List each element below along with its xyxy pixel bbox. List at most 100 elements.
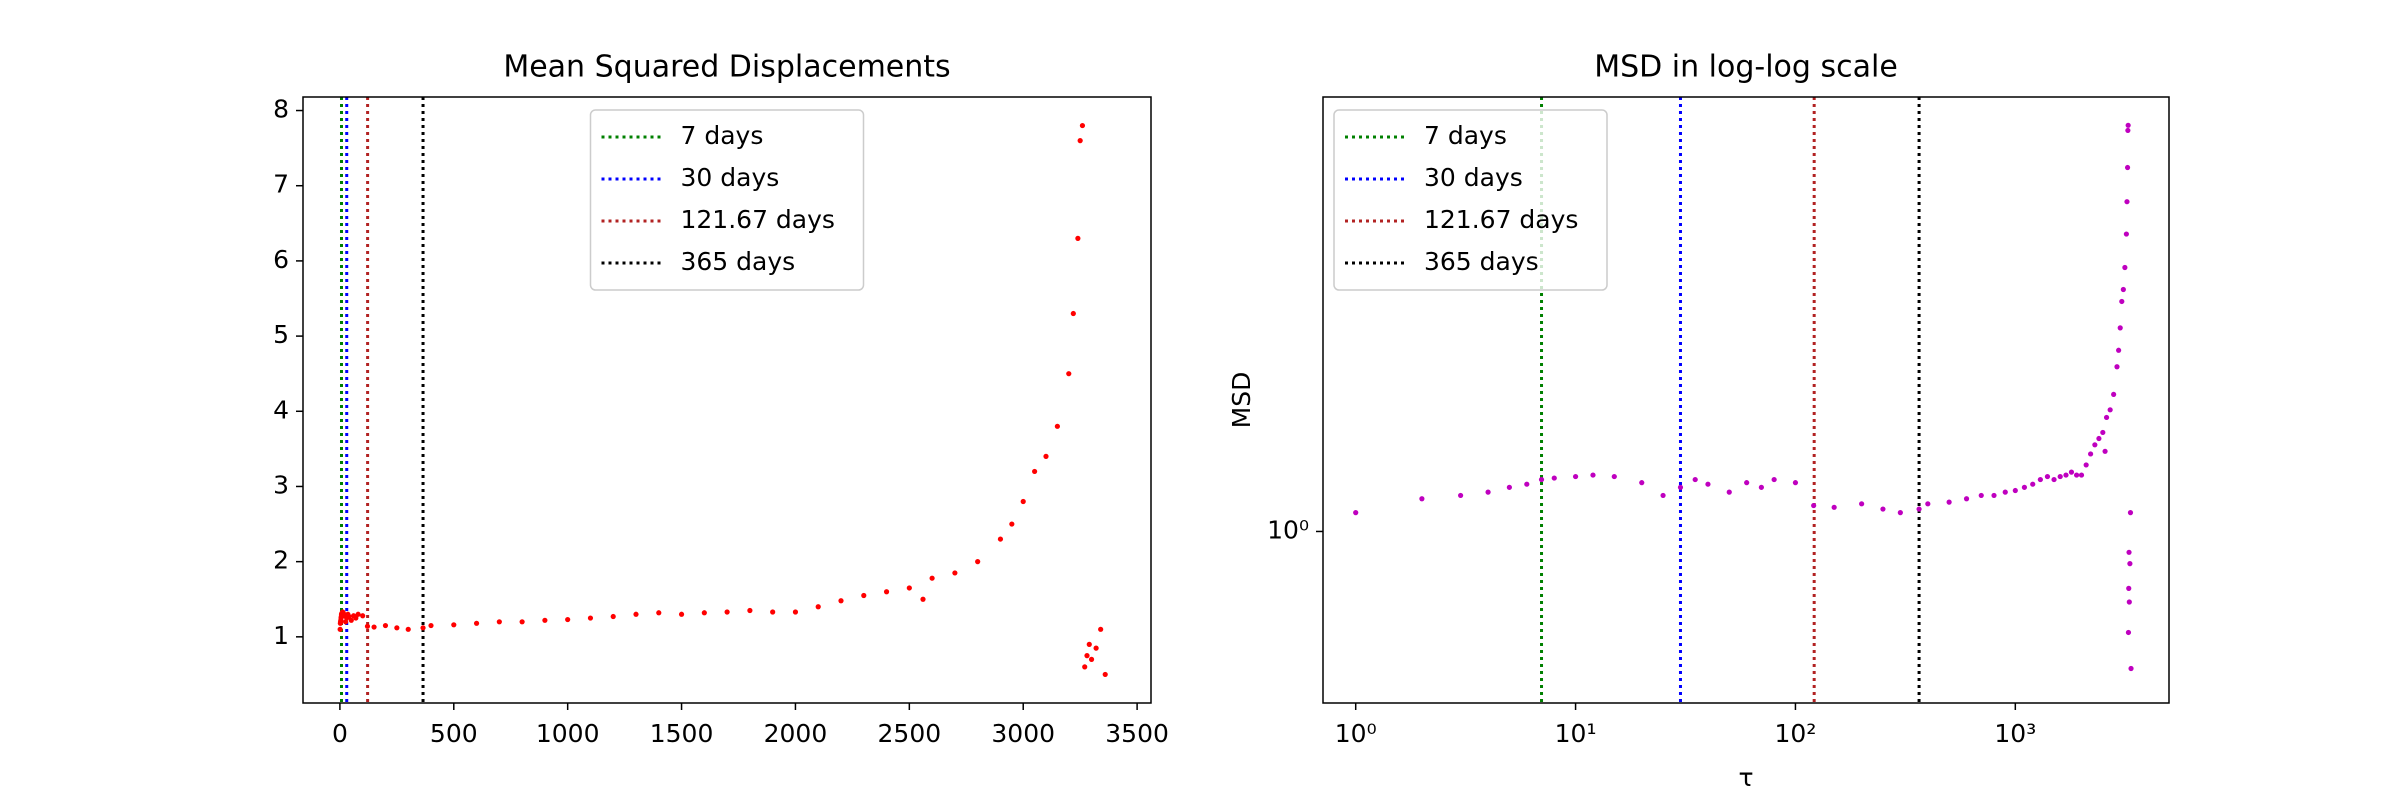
data-point	[2114, 364, 2120, 370]
data-point	[2126, 549, 2132, 555]
data-point	[1978, 492, 1984, 499]
data-point	[348, 617, 354, 623]
data-point	[2051, 476, 2057, 483]
data-point	[656, 610, 662, 616]
data-point	[1084, 653, 1090, 659]
plot-frame	[1322, 96, 2170, 704]
data-point	[2002, 489, 2008, 495]
x-axis-label: τ	[1738, 763, 1753, 792]
data-point	[1639, 480, 1645, 486]
data-point	[1032, 468, 1038, 475]
data-point	[2074, 472, 2080, 478]
data-point	[1831, 504, 1837, 510]
legend-label: 7 days	[681, 121, 764, 150]
x-tick-label: 10¹	[1555, 719, 1597, 748]
data-point	[1897, 510, 1903, 516]
data-point	[1925, 501, 1931, 507]
data-point	[1572, 473, 1579, 480]
data-point	[861, 592, 867, 599]
data-point	[1054, 423, 1060, 429]
data-point	[2116, 347, 2122, 353]
x-tick-label: 2000	[764, 719, 828, 748]
data-point	[2111, 391, 2117, 398]
data-point	[1066, 371, 1072, 377]
data-point	[920, 596, 926, 602]
x-tick-label: 3500	[1105, 719, 1169, 748]
data-point	[838, 598, 844, 604]
data-point	[952, 570, 958, 576]
data-point	[2120, 286, 2126, 293]
data-point	[1077, 138, 1083, 144]
data-point	[496, 619, 502, 625]
data-point	[2037, 476, 2043, 483]
data-point	[394, 625, 400, 631]
data-point	[587, 615, 594, 621]
x-tick-label: 2500	[878, 719, 942, 748]
data-point	[1677, 484, 1684, 490]
plot-frame	[302, 96, 1152, 704]
data-point	[353, 615, 359, 621]
data-point	[1086, 641, 1092, 647]
data-point	[364, 623, 371, 629]
data-point	[701, 610, 707, 616]
data-point	[1524, 481, 1530, 487]
data-point	[2057, 473, 2063, 480]
data-point	[2125, 127, 2131, 134]
data-point	[1075, 235, 1081, 241]
data-point	[337, 626, 343, 632]
data-point	[1758, 484, 1764, 490]
data-point	[1792, 480, 1799, 486]
x-tick-label: 10³	[1994, 719, 2036, 748]
y-axis-label: MSD	[1227, 372, 1256, 429]
data-point	[2083, 462, 2089, 468]
y-tick-label: 6	[273, 245, 289, 274]
data-point	[2122, 264, 2128, 271]
data-point	[975, 559, 981, 565]
data-point	[1538, 476, 1545, 483]
data-point	[1744, 480, 1750, 486]
y-tick-label: 2	[273, 546, 289, 575]
y-tick-label: 4	[273, 395, 289, 424]
x-tick-label: 3000	[991, 719, 1055, 748]
data-point	[2124, 199, 2130, 205]
data-point	[1458, 492, 1464, 499]
data-point	[2126, 585, 2132, 591]
x-tick-label: 1000	[536, 719, 600, 748]
data-point	[2063, 472, 2069, 478]
subplot: MSD in log-log scale 10⁰ 10¹ 10² 10³ 10⁰ τ MSD 7…	[1227, 50, 2170, 792]
data-point	[565, 616, 571, 623]
data-point	[2125, 122, 2131, 128]
y-tick-label: 8	[273, 95, 289, 124]
data-point	[542, 617, 548, 623]
data-point	[2096, 435, 2102, 442]
data-point	[382, 622, 389, 629]
data-point	[1009, 521, 1015, 527]
legend-label: 30 days	[1424, 163, 1523, 192]
data-point	[1093, 645, 1099, 651]
data-point	[633, 611, 639, 617]
legend-label: 30 days	[681, 163, 780, 192]
data-point	[883, 589, 890, 595]
data-point	[1098, 626, 1104, 632]
data-point	[1692, 476, 1698, 483]
data-point	[2128, 665, 2134, 672]
data-point	[1726, 489, 1732, 495]
data-point	[2012, 487, 2018, 494]
data-point	[1611, 473, 1617, 480]
data-point	[1043, 453, 1049, 459]
data-point	[2102, 448, 2108, 454]
data-point	[2119, 298, 2125, 305]
chart-title: Mean Squared Displacements	[503, 50, 950, 85]
data-point	[2107, 407, 2113, 413]
data-point	[1880, 506, 1886, 512]
data-point	[747, 607, 753, 614]
data-point	[420, 625, 426, 631]
data-point	[2117, 325, 2123, 331]
subplot: Mean Squared Displacements 0 500 1000 1500 20…	[273, 50, 1169, 749]
data-point	[360, 613, 366, 619]
data-point	[1070, 310, 1076, 317]
data-point	[2044, 473, 2051, 480]
data-point	[2127, 561, 2133, 567]
y-tick-label: 3	[273, 470, 289, 499]
legend-label: 365 days	[1424, 247, 1539, 276]
